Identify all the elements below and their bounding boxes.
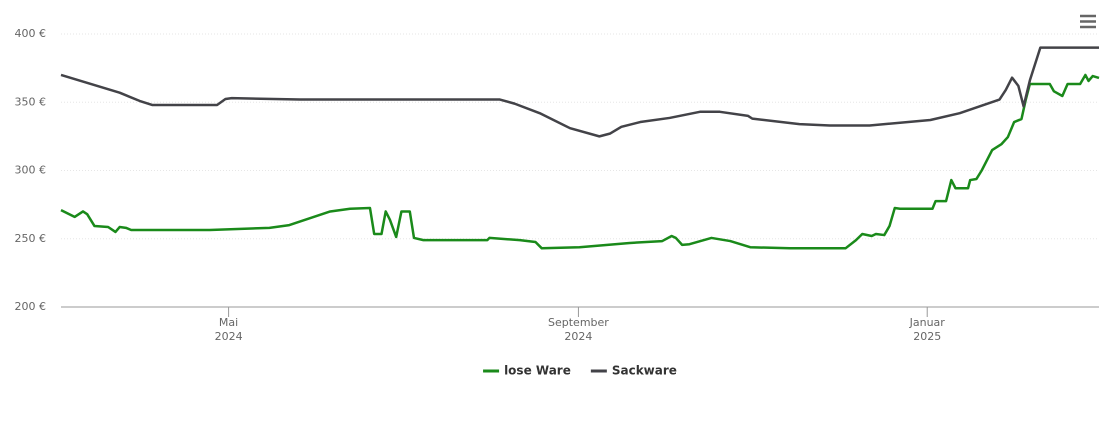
y-tick-label: 400 € [15,27,47,40]
series-line [60,46,1099,138]
y-tick-label: 200 € [15,300,47,313]
x-tick-label: Mai 2024 [214,316,243,343]
x-tick-label: Januar 2025 [909,316,945,343]
series-line [60,73,1100,250]
y-tick-label: 300 € [15,164,47,177]
menu-button[interactable] [1078,12,1098,32]
legend-item[interactable]: lose Ware [483,364,571,378]
legend: lose Ware Sackware [483,364,677,378]
legend-item[interactable]: Sackware [590,364,677,378]
legend-label: Sackware [612,364,677,378]
y-tick-label: 350 € [15,95,47,108]
legend-label: lose Ware [504,364,571,378]
x-tick-label: September 2024 [548,316,609,343]
y-tick-label: 250 € [15,232,47,245]
